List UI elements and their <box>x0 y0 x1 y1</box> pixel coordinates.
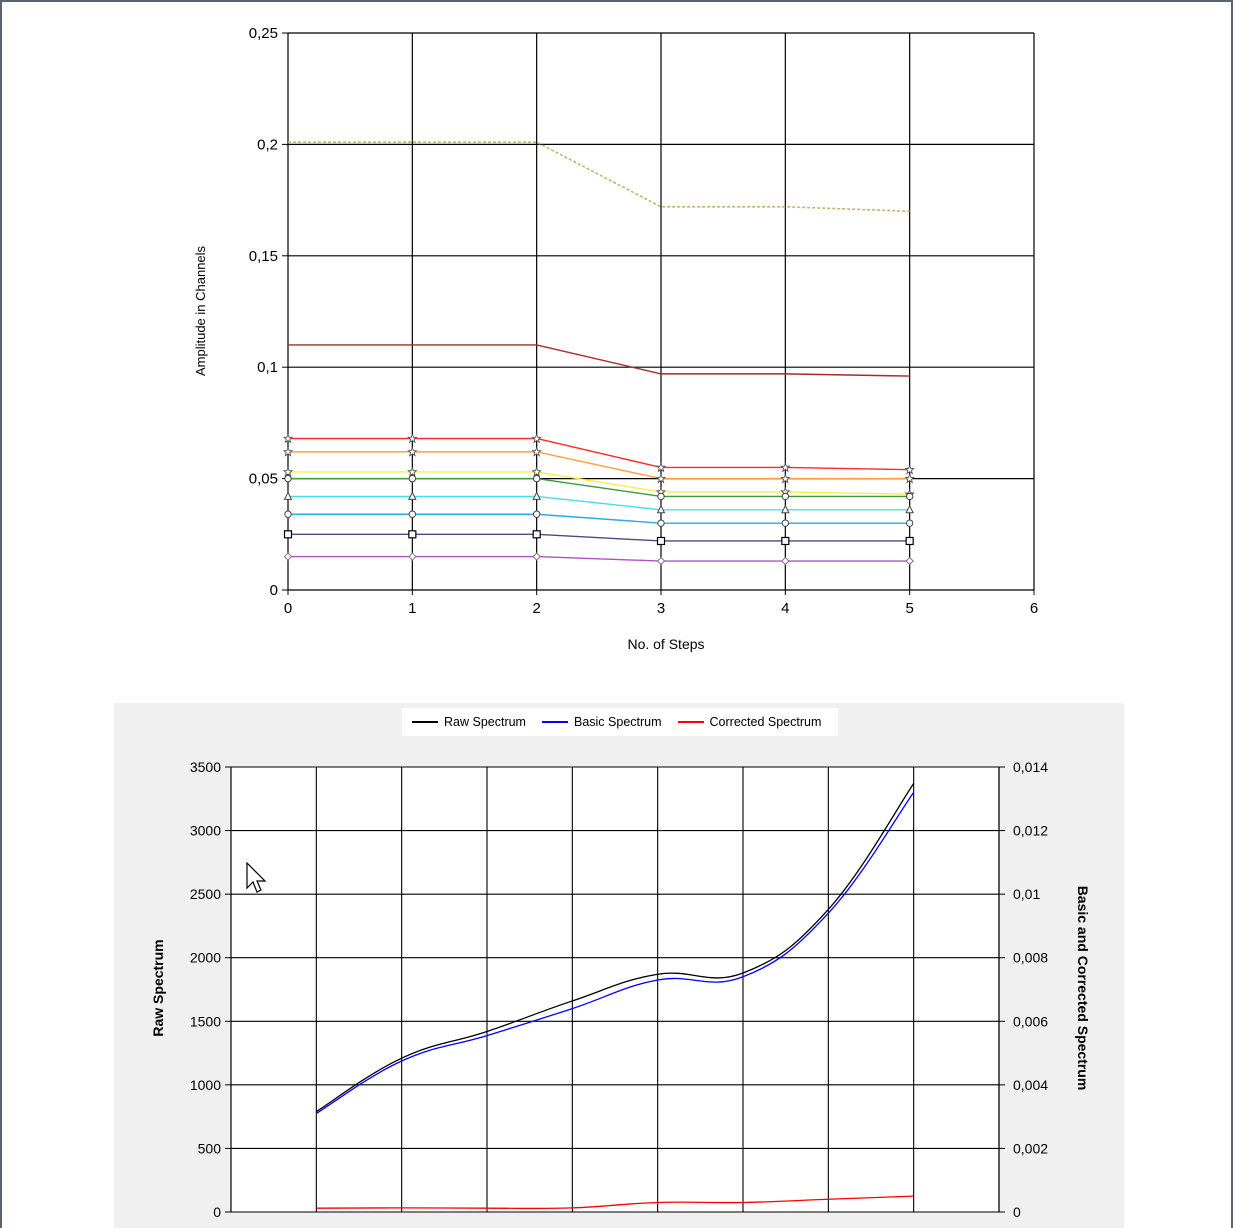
data-point <box>780 473 791 484</box>
data-point <box>905 492 914 501</box>
data-point <box>904 464 915 475</box>
data-point <box>283 552 293 561</box>
series-line <box>288 344 910 377</box>
data-point <box>532 474 541 483</box>
data-point <box>905 504 914 514</box>
amplitude-chart: 0 1 2 3 4 5 6 0 0,05 0,1 0,15 0,2 0,25 No. of Steps Am… <box>193 25 1038 652</box>
data-point <box>408 552 417 561</box>
data-point <box>282 446 294 457</box>
data-point <box>781 536 790 546</box>
data-point <box>655 462 667 473</box>
data-point <box>905 556 914 566</box>
series-line <box>288 451 910 480</box>
data-point <box>655 473 667 484</box>
series-line <box>288 141 910 213</box>
data-point <box>407 446 418 457</box>
data-point <box>408 474 417 483</box>
data-point <box>532 491 541 500</box>
legend-swatch-raw <box>412 721 438 723</box>
x-tick-label: 5 <box>905 600 913 617</box>
y-tick-label: 0,15 <box>249 248 278 265</box>
x-tick-label: 3 <box>657 600 665 617</box>
y-tick-label: 0,25 <box>249 25 278 42</box>
data-point <box>781 519 790 527</box>
mouse-cursor-icon <box>246 862 267 893</box>
legend-swatch-corrected <box>677 721 704 723</box>
x-tick-label: 4 <box>781 600 789 617</box>
data-point <box>531 446 542 457</box>
data-point <box>283 530 293 539</box>
data-point <box>905 519 914 527</box>
data-point <box>656 504 666 514</box>
data-point <box>407 466 418 477</box>
data-point <box>657 492 665 501</box>
series-line <box>288 555 910 562</box>
series-line <box>288 533 910 542</box>
y-tick-label: 0,1 <box>257 359 278 376</box>
data-point <box>284 474 292 483</box>
x-tick-label: 6 <box>1030 600 1038 617</box>
data-point <box>656 536 666 546</box>
data-point <box>532 530 541 539</box>
data-point <box>282 466 294 477</box>
spectrum-legend: Raw Spectrum Basic Spectrum Corrected Sp… <box>402 708 838 736</box>
series-line <box>288 471 910 495</box>
data-point <box>408 510 417 518</box>
data-point <box>532 510 541 518</box>
data-point <box>657 519 665 527</box>
data-point <box>781 556 790 566</box>
legend-label-basic: Basic Spectrum <box>573 715 662 729</box>
data-point <box>532 552 541 561</box>
y-tick-label: 0 <box>270 582 278 599</box>
series-line <box>288 437 910 471</box>
x-tick-label: 2 <box>532 600 540 617</box>
data-point <box>905 536 914 546</box>
legend-swatch-basic <box>541 721 568 723</box>
data-point <box>656 556 666 566</box>
legend-label-raw: Raw Spectrum <box>444 715 526 729</box>
data-point <box>407 433 418 444</box>
data-point <box>531 433 542 444</box>
legend-label-corrected: Corrected Spectrum <box>709 715 822 729</box>
series-line <box>288 495 910 511</box>
x-axis-label: No. of Steps <box>627 636 704 652</box>
y-tick-label: 0,2 <box>257 136 278 153</box>
data-point <box>781 504 790 514</box>
series-line <box>288 513 910 524</box>
legend-item-raw: Raw Spectrum <box>412 715 526 729</box>
data-point <box>781 492 790 501</box>
data-point <box>780 462 791 473</box>
series-line <box>288 477 910 498</box>
x-tick-label: 0 <box>284 600 292 617</box>
legend-item-basic: Basic Spectrum <box>541 715 662 729</box>
y-axis-label: Amplitude in Channels <box>193 245 208 376</box>
data-point <box>282 433 294 444</box>
data-point <box>284 510 292 518</box>
spectrum-chart-panel <box>114 703 1124 1228</box>
data-point <box>531 466 542 477</box>
data-point <box>904 473 915 484</box>
x-tick-label: 1 <box>408 600 416 617</box>
data-point <box>283 491 293 500</box>
data-point <box>408 530 417 539</box>
legend-item-corrected: Corrected Spectrum <box>677 715 822 729</box>
y-tick-label: 0,05 <box>249 471 278 488</box>
data-point <box>408 491 417 500</box>
